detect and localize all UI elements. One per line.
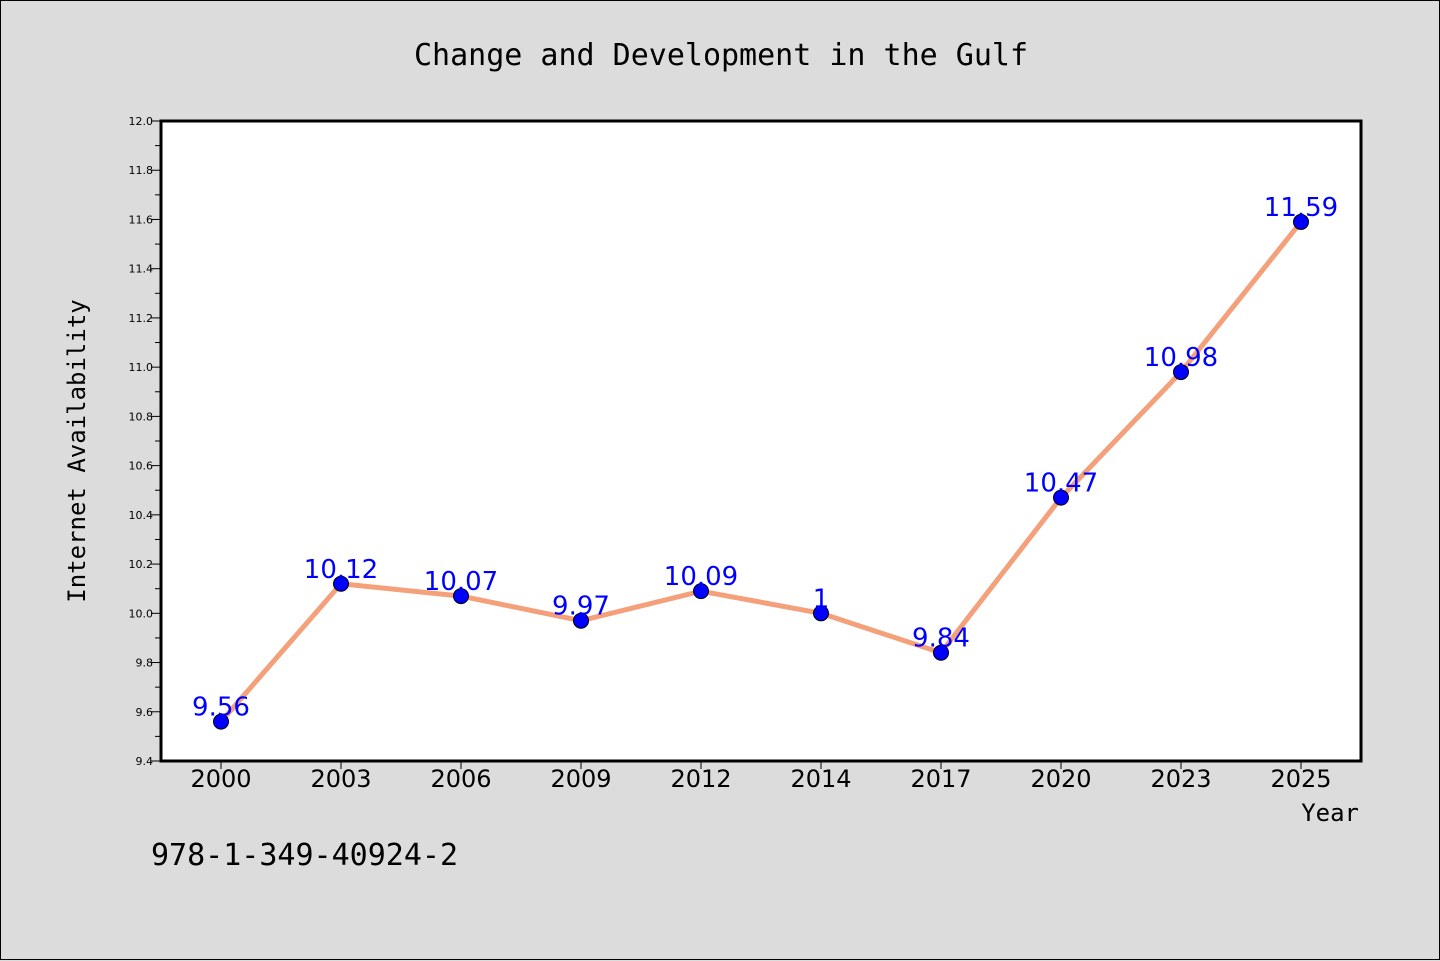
y-tick-label: 11.8 — [129, 164, 154, 177]
data-point — [933, 644, 949, 661]
data-label: 9.97 — [552, 592, 610, 622]
data-label: 10.12 — [304, 555, 378, 585]
y-tick-label: 11.0 — [129, 361, 154, 374]
y-tick-label: 9.4 — [136, 755, 154, 768]
chart-title: Change and Development in the Gulf — [414, 38, 1028, 73]
series-line — [219, 220, 1303, 724]
data-label: 10.98 — [1144, 343, 1218, 373]
y-tick-label: 10.4 — [129, 509, 154, 522]
plot-border — [159, 119, 1363, 763]
x-tick-label: 2014 — [790, 765, 851, 793]
data-point — [693, 583, 709, 600]
y-tick-label: 11.2 — [129, 312, 154, 325]
data-label: 1 — [813, 584, 830, 614]
y-axis-label: Internet Availability — [63, 299, 91, 602]
y-tick-label: 11.6 — [129, 213, 154, 226]
x-axis-label: Year — [1301, 799, 1359, 827]
y-tick-label: 12.0 — [129, 115, 154, 128]
x-tick-label: 2017 — [910, 765, 971, 793]
plot-area — [161, 121, 1361, 761]
data-label: 10.09 — [664, 562, 738, 592]
footer-code: 978-1-349-40924-2 — [151, 838, 458, 873]
y-tick-label: 11.4 — [129, 263, 154, 276]
x-tick-label: 2006 — [430, 765, 491, 793]
x-tick-label: 2009 — [550, 765, 611, 793]
data-point — [1053, 489, 1069, 506]
y-tick-label: 10.6 — [129, 460, 154, 473]
data-label: 9.56 — [192, 693, 250, 723]
data-point — [333, 575, 349, 592]
x-tick-label: 2000 — [190, 765, 251, 793]
data-point — [813, 605, 829, 622]
y-axis-ticks: 9.4 9.6 9.8 10.0 10.2 10.4 10.6 10.8 11.0 11.2 11.… — [129, 115, 161, 768]
data-label: 10.07 — [424, 567, 498, 597]
data-point — [1293, 213, 1309, 230]
x-axis-ticks: 2000 2003 2006 2009 2012 2014 2017 2020 2023 2025 — [190, 761, 1332, 793]
y-tick-label: 10.0 — [129, 607, 154, 620]
series-markers — [213, 213, 1309, 730]
x-tick-label: 2020 — [1030, 765, 1091, 793]
data-point — [573, 612, 589, 629]
y-tick-label: 9.8 — [136, 657, 154, 670]
x-tick-label: 2003 — [310, 765, 371, 793]
x-tick-label: 2025 — [1270, 765, 1331, 793]
data-label: 9.84 — [912, 624, 970, 654]
data-label: 11.59 — [1264, 193, 1338, 223]
data-labels: 9.56 10.12 10.07 9.97 10.09 1 9.84 10.47 10.98 11… — [192, 193, 1338, 723]
y-tick-label: 9.6 — [136, 706, 154, 719]
data-point — [453, 588, 469, 605]
data-point — [213, 713, 229, 730]
y-tick-label: 10.8 — [129, 410, 154, 423]
data-label: 10.47 — [1024, 469, 1098, 499]
y-tick-label: 10.2 — [129, 558, 154, 571]
x-tick-label: 2023 — [1150, 765, 1211, 793]
x-tick-label: 2012 — [670, 765, 731, 793]
data-point — [1173, 364, 1189, 381]
